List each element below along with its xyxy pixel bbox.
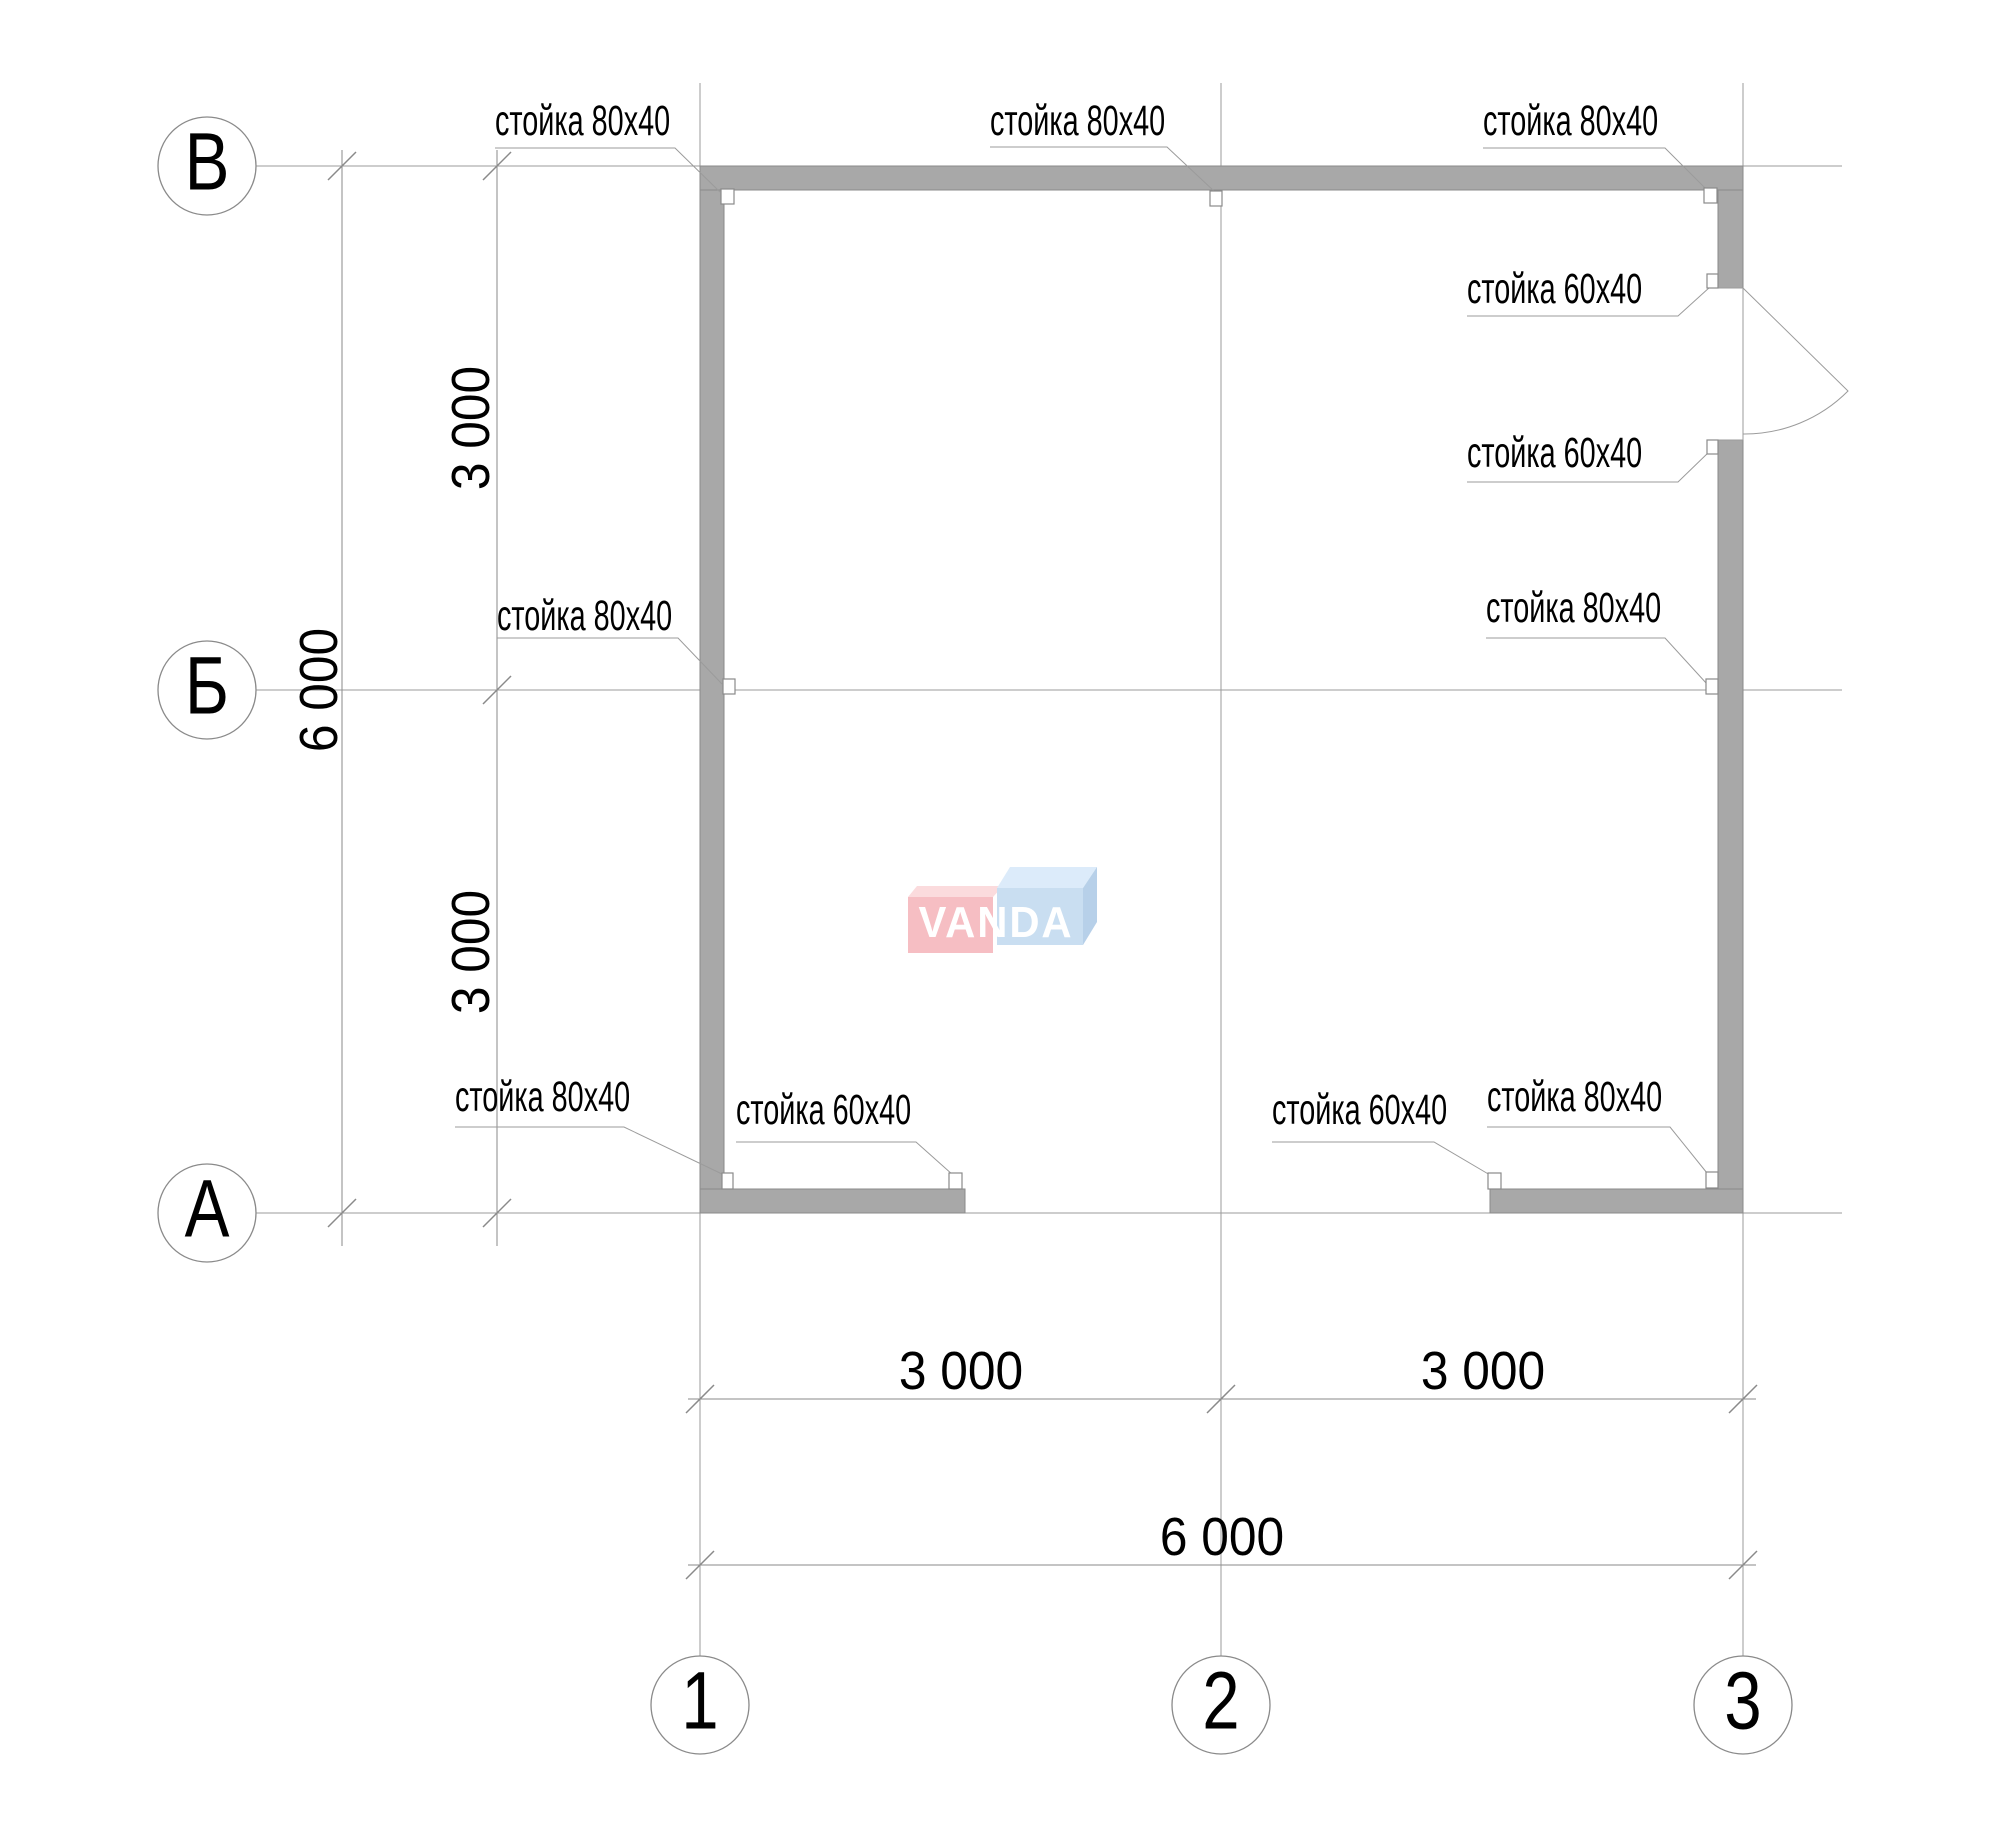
wall-segment-3 — [1717, 439, 1744, 1190]
stud-label-10: стойка 80х40 — [1487, 1073, 1663, 1121]
logo-box-blue-top — [997, 867, 1097, 888]
stud-label-1: стойка 80х40 — [990, 97, 1166, 145]
logo-box-pink-top — [908, 886, 1003, 897]
vanda-logo-text: VANDA — [918, 898, 1074, 947]
axis-circle-В — [157, 116, 257, 216]
stud-label-leader-0 — [495, 147, 721, 193]
dim-tick — [685, 1550, 715, 1580]
stud-label-0: стойка 80х40 — [495, 97, 671, 145]
stud-label-leader-1 — [990, 146, 1216, 193]
stud-label-leader-7 — [455, 1126, 723, 1175]
axis-label-А: А — [184, 1163, 230, 1255]
axis-circle-1 — [650, 1655, 750, 1755]
stud-label-2: стойка 80х40 — [1483, 97, 1659, 145]
axis-circle-2 — [1171, 1655, 1271, 1755]
logo-box-blue-side — [1083, 867, 1097, 945]
stud-label-leader-5 — [1486, 637, 1708, 685]
axis-circle-Б — [157, 640, 257, 740]
stud-label-3: стойка 60х40 — [1467, 265, 1643, 313]
wall-segment-1 — [699, 189, 725, 1214]
axis-label-1: 1 — [681, 1655, 719, 1747]
stud-label-6: стойка 80х40 — [497, 592, 673, 640]
logo-box-pink-front — [908, 897, 993, 953]
stud-label-leader-3 — [1467, 286, 1711, 317]
door-swing-symbol — [1742, 287, 1849, 435]
stud-label-8: стойка 60х40 — [736, 1086, 912, 1134]
axis-label-Б: Б — [184, 640, 230, 732]
stud-marker-9 — [1487, 1172, 1502, 1190]
stud-marker-3 — [1706, 273, 1719, 289]
stud-label-4: стойка 60х40 — [1467, 429, 1643, 477]
stud-marker-6 — [722, 678, 736, 695]
stud-marker-1 — [1209, 190, 1223, 207]
dim-tick — [1728, 1384, 1758, 1414]
stud-label-leader-4 — [1467, 450, 1711, 483]
stud-marker-5 — [1705, 678, 1719, 695]
stud-label-leader-10 — [1487, 1126, 1708, 1174]
stud-label-7: стойка 80х40 — [455, 1073, 631, 1121]
dim-tick — [685, 1384, 715, 1414]
stud-marker-8 — [948, 1172, 963, 1190]
logo-box-blue-front — [997, 888, 1083, 945]
dim-tick — [1728, 1550, 1758, 1580]
dim-tick — [1206, 1384, 1236, 1414]
dim-tick — [482, 675, 512, 705]
dim-tick — [482, 151, 512, 181]
dimension-text-0: 3 000 — [898, 1341, 1024, 1401]
stud-label-leader-6 — [497, 637, 723, 685]
stud-marker-7 — [721, 1172, 734, 1190]
axis-label-3: 3 — [1724, 1655, 1762, 1747]
stud-marker-2 — [1703, 187, 1718, 204]
stud-marker-0 — [720, 188, 735, 205]
dimension-text-2: 6 000 — [1159, 1507, 1285, 1567]
wall-segment-4 — [699, 1188, 966, 1214]
stud-label-leader-8 — [736, 1141, 954, 1176]
stud-label-leader-2 — [1483, 147, 1710, 193]
dim-tick — [327, 1198, 357, 1228]
stud-marker-10 — [1705, 1171, 1719, 1189]
dim-tick — [327, 151, 357, 181]
dim-tick — [482, 1198, 512, 1228]
wall-segment-5 — [1489, 1188, 1744, 1214]
wall-segment-2 — [1717, 189, 1744, 289]
stud-label-9: стойка 60х40 — [1272, 1086, 1448, 1134]
dimension-text-3: 3 000 — [441, 365, 501, 491]
dimension-text-5: 6 000 — [289, 627, 349, 753]
axis-label-В: В — [184, 116, 230, 208]
axis-circle-3 — [1693, 1655, 1793, 1755]
stud-label-leader-9 — [1272, 1141, 1491, 1176]
axis-circle-А — [157, 1163, 257, 1263]
wall-segment-0 — [699, 165, 1744, 191]
stud-marker-4 — [1706, 439, 1719, 455]
dimension-text-1: 3 000 — [1420, 1341, 1546, 1401]
dimension-text-4: 3 000 — [441, 889, 501, 1015]
stud-label-5: стойка 80х40 — [1486, 584, 1662, 632]
axis-label-2: 2 — [1202, 1655, 1240, 1747]
